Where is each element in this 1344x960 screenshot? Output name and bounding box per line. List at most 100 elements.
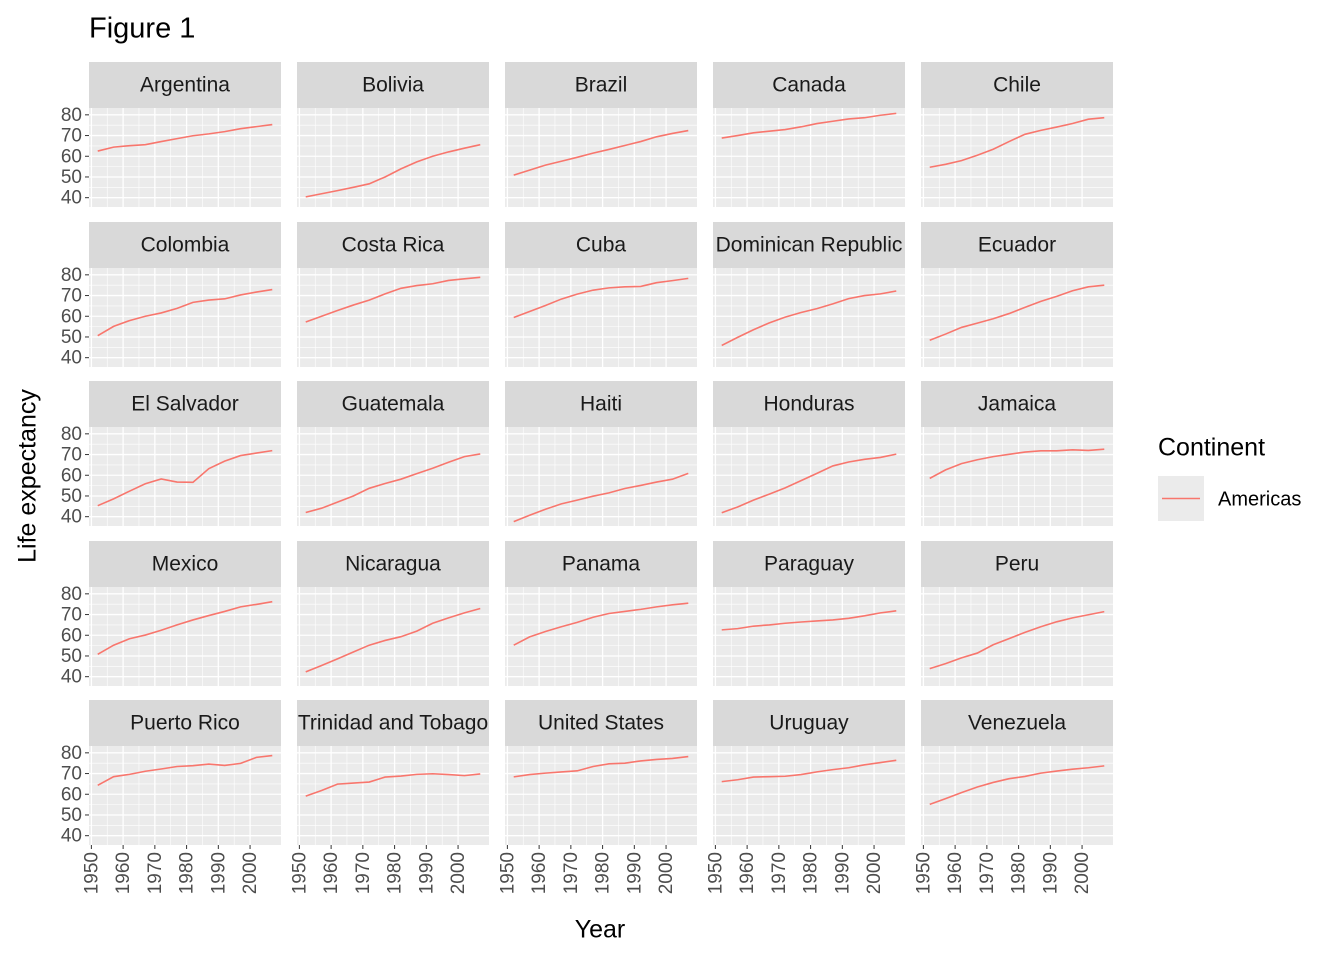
facet-label: Cuba — [576, 234, 627, 257]
x-tick-label: 1970 — [769, 852, 790, 894]
series-line — [513, 472, 689, 523]
panel — [89, 746, 281, 845]
facet-label: Jamaica — [978, 393, 1057, 416]
facet-strip — [297, 222, 489, 268]
y-tick-label: 70 — [61, 126, 82, 147]
series-line — [721, 112, 897, 139]
facet-label: Chile — [993, 74, 1041, 97]
x-tick-label: 2000 — [864, 852, 885, 894]
panel — [921, 587, 1113, 686]
panel — [297, 587, 489, 686]
series-line — [929, 284, 1105, 342]
series-line — [929, 116, 1105, 169]
x-tick-label: 1950 — [705, 852, 726, 894]
panel — [921, 746, 1113, 845]
facet-label: Nicaragua — [345, 553, 441, 576]
x-tick-label: 1960 — [529, 852, 550, 894]
x-tick-label: 1950 — [289, 852, 310, 894]
panel — [921, 427, 1113, 526]
x-tick-label: 1990 — [832, 852, 853, 894]
facet-strip — [505, 700, 697, 746]
x-tick-label: 1980 — [801, 852, 822, 894]
panel — [505, 268, 697, 367]
panel — [297, 108, 489, 207]
facet-strip — [921, 700, 1113, 746]
facet-label: Puerto Rico — [130, 712, 240, 735]
x-tick-label: 1980 — [177, 852, 198, 894]
facet-strip — [713, 541, 905, 587]
facet-label: Haiti — [580, 393, 622, 416]
x-tick-label: 2000 — [240, 852, 261, 894]
x-tick-label: 1970 — [561, 852, 582, 894]
facet-strip — [921, 62, 1113, 108]
facet-strip — [89, 381, 281, 427]
y-tick-label: 50 — [61, 646, 82, 667]
facet-label: Trinidad and Tobago — [298, 712, 488, 735]
series-line — [305, 772, 481, 797]
legend-label: Americas — [1218, 488, 1301, 510]
facet-label: Panama — [562, 553, 641, 576]
panel — [713, 746, 905, 845]
facet-label: Costa Rica — [342, 234, 445, 257]
panel — [89, 427, 281, 526]
series-line — [305, 143, 481, 198]
y-tick-label: 50 — [61, 327, 82, 348]
x-tick-label: 2000 — [656, 852, 677, 894]
y-tick-label: 60 — [61, 465, 82, 486]
y-tick-label: 50 — [61, 167, 82, 188]
series-line — [97, 288, 273, 337]
series-line — [97, 600, 273, 656]
facet-strip — [505, 381, 697, 427]
y-tick-label: 60 — [61, 625, 82, 646]
x-tick-label: 2000 — [448, 852, 469, 894]
series-line — [513, 277, 689, 319]
y-tick-label: 70 — [61, 445, 82, 466]
facet-label: Guatemala — [342, 393, 445, 416]
facet-strip — [89, 541, 281, 587]
series-line — [305, 607, 481, 673]
facet-strip — [297, 541, 489, 587]
panel — [505, 108, 697, 207]
panel — [505, 746, 697, 845]
facet-strip — [505, 62, 697, 108]
panel — [921, 268, 1113, 367]
facet-strip — [89, 700, 281, 746]
series-line — [513, 755, 689, 778]
y-tick-label: 40 — [61, 507, 82, 528]
x-tick-label: 1960 — [945, 852, 966, 894]
facet-label: Bolivia — [362, 74, 424, 97]
series-line — [305, 276, 481, 323]
series-line — [513, 602, 689, 646]
series-line — [929, 765, 1105, 806]
series-line — [929, 610, 1105, 670]
x-tick-label: 1970 — [977, 852, 998, 894]
facet-label: Dominican Republic — [716, 234, 903, 257]
panel — [713, 268, 905, 367]
x-tick-label: 1960 — [321, 852, 342, 894]
panel — [713, 587, 905, 686]
series-line — [97, 123, 273, 152]
facet-label: Colombia — [141, 234, 230, 257]
y-tick-label: 50 — [61, 805, 82, 826]
facet-strip — [713, 381, 905, 427]
x-tick-label: 1950 — [497, 852, 518, 894]
y-tick-label: 80 — [61, 105, 82, 126]
y-tick-label: 70 — [61, 764, 82, 785]
facet-strip — [297, 381, 489, 427]
y-tick-label: 80 — [61, 265, 82, 286]
panel — [921, 108, 1113, 207]
x-tick-label: 1970 — [145, 852, 166, 894]
panel — [297, 427, 489, 526]
panel — [89, 108, 281, 207]
facet-strip — [297, 62, 489, 108]
facet-strip — [713, 222, 905, 268]
y-tick-label: 80 — [61, 743, 82, 764]
x-tick-label: 1960 — [113, 852, 134, 894]
facet-strip — [921, 541, 1113, 587]
series-line — [929, 448, 1105, 480]
x-tick-label: 1980 — [1009, 852, 1030, 894]
y-tick-label: 40 — [61, 826, 82, 847]
y-tick-label: 40 — [61, 348, 82, 369]
y-tick-label: 70 — [61, 605, 82, 626]
